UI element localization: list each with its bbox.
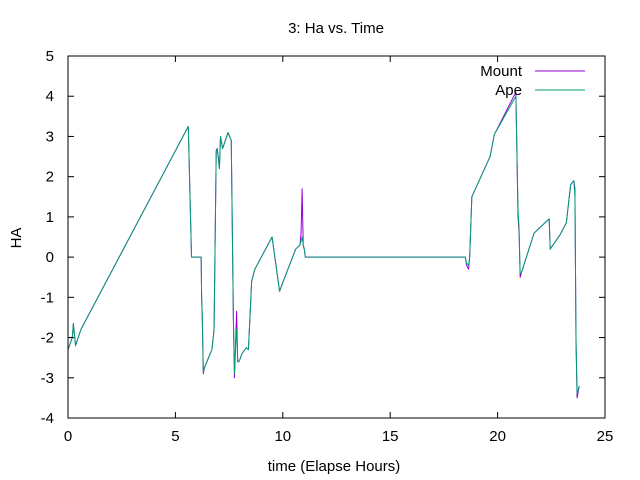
y-tick-label: 1: [46, 209, 54, 226]
y-tick-label: -3: [41, 370, 54, 387]
x-tick-label: 25: [597, 428, 614, 445]
x-tick-label: 10: [274, 428, 291, 445]
legend-label-ape: Ape: [495, 82, 522, 99]
y-tick-label: -2: [41, 330, 54, 347]
x-tick-label: 0: [64, 428, 72, 445]
y-tick-label: -1: [41, 289, 54, 306]
x-tick-label: 15: [382, 428, 399, 445]
x-tick-label: 20: [489, 428, 506, 445]
series-line-ape: [67, 95, 580, 395]
legend: Mount Ape: [480, 63, 585, 99]
y-tick-label: 2: [46, 169, 54, 186]
x-axis-label: time (Elapse Hours): [268, 458, 401, 475]
y-axis-label: HA: [8, 228, 25, 249]
y-tick-label: 4: [46, 88, 54, 105]
series-line-mount: [67, 91, 580, 399]
x-tick-label: 5: [171, 428, 179, 445]
y-tick-label: 0: [46, 249, 54, 266]
x-ticks: 0 5 10 15 20 25: [64, 56, 614, 445]
y-tick-label: -4: [41, 410, 54, 427]
plot-frame: [67, 55, 606, 419]
legend-label-mount: Mount: [480, 63, 523, 80]
chart-title: 3: Ha vs. Time: [288, 20, 384, 37]
y-tick-label: 5: [46, 48, 54, 65]
series-lines: [67, 91, 580, 399]
y-tick-label: 3: [46, 128, 54, 145]
y-ticks: -4 -3 -2 -1 0 1 2 3 4 5: [41, 48, 605, 427]
